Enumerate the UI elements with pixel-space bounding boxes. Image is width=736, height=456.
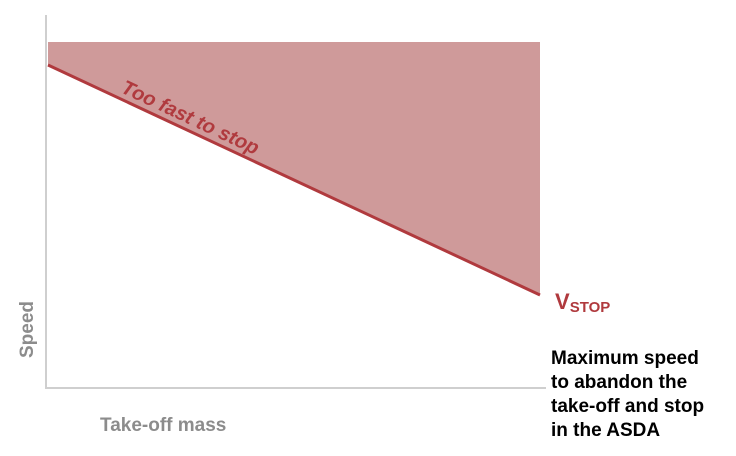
x-axis-label: Take-off mass bbox=[100, 415, 226, 436]
vstop-line bbox=[47, 63, 541, 297]
line-label-subscript: STOP bbox=[570, 299, 611, 316]
note-line: in the ASDA bbox=[551, 420, 660, 441]
line-label-main: V bbox=[555, 289, 570, 314]
note-line: Maximum speed bbox=[551, 348, 699, 369]
line-label: VSTOP bbox=[555, 289, 610, 316]
y-axis-label: Speed bbox=[17, 301, 38, 358]
note-line: to abandon the bbox=[551, 372, 687, 393]
note-line: take-off and stop bbox=[551, 396, 704, 417]
shaded-region bbox=[48, 42, 540, 295]
